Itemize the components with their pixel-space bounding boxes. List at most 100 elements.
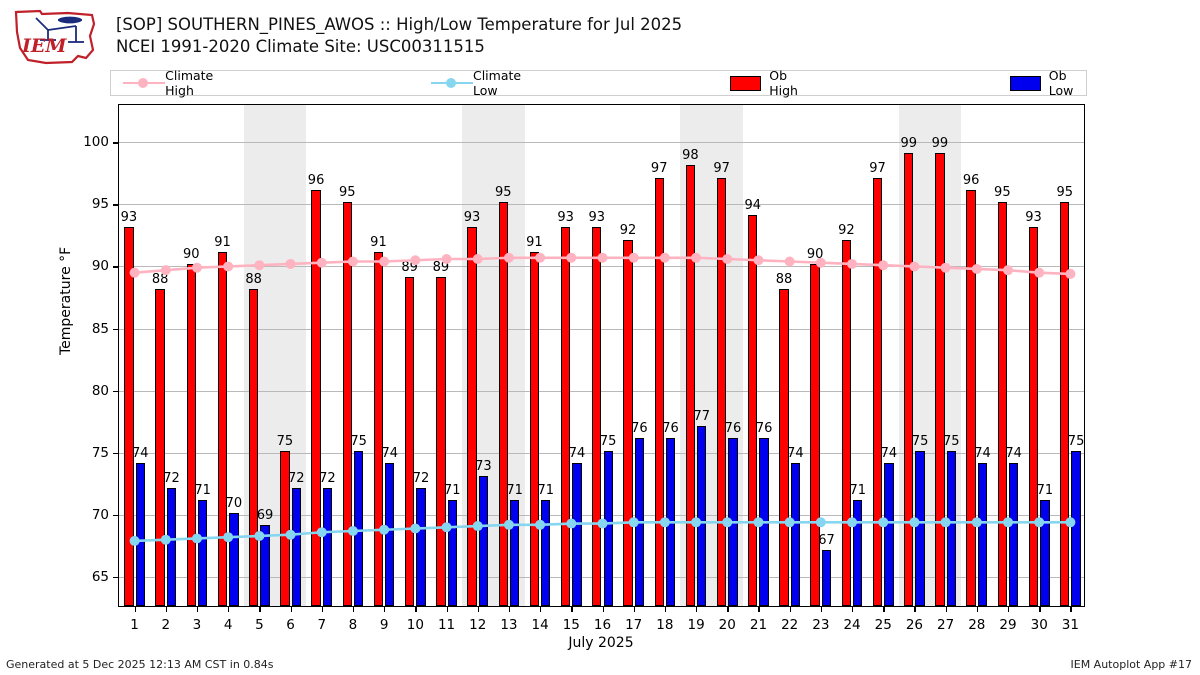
iem-logo[interactable]: IEM [6,6,102,68]
x-axis-tick [633,606,635,612]
bar-ob-low[interactable] [884,463,894,606]
line-marker-icon [191,262,202,273]
bar-ob-low[interactable] [1040,500,1050,606]
bar-ob-high[interactable] [592,227,602,606]
line-marker-icon [597,518,608,529]
x-axis-tick-label: 11 [437,617,456,633]
bar-ob-low[interactable] [291,488,301,606]
x-axis-tick-label: 10 [406,617,424,633]
bar-ob-high[interactable] [155,289,165,606]
bar-ob-low[interactable] [853,500,863,606]
bar-ob-high[interactable] [779,289,789,606]
bar-ob-high[interactable] [124,227,134,606]
bar-ob-low[interactable] [260,525,270,606]
bar-ob-high[interactable] [467,227,477,606]
bar-value-label-low: 72 [287,471,305,486]
bar-ob-low[interactable] [946,450,956,606]
bar-value-label-low: 75 [599,433,617,449]
bar-ob-high[interactable] [1060,202,1070,606]
bar-ob-high[interactable] [872,177,883,606]
bar-ob-high[interactable] [311,189,321,606]
bar-ob-low[interactable] [385,463,395,606]
bar-ob-high[interactable] [373,252,384,606]
x-axis-tick [196,606,199,612]
bar-ob-high[interactable] [966,189,976,606]
line-marker-icon [472,254,483,265]
bar-ob-high[interactable] [186,264,196,606]
bar-ob-high[interactable] [716,177,727,606]
y-gridline [119,390,1084,392]
bar-ob-high[interactable] [810,264,820,606]
line-marker-icon [535,252,546,263]
y-gridline [119,576,1084,578]
bar-ob-high[interactable] [623,239,633,606]
line-marker-icon [909,517,920,528]
bar-ob-low[interactable] [697,425,707,606]
legend-item-climate-high[interactable]: Climate High [123,68,231,98]
legend-item-climate-low[interactable]: Climate Low [430,68,535,98]
bar-ob-low[interactable] [135,463,145,606]
bar-ob-low[interactable] [572,463,582,606]
bar-ob-low[interactable] [977,463,988,606]
bar-ob-low[interactable] [915,450,925,606]
bar-ob-low[interactable] [416,488,426,606]
bar-ob-high[interactable] [560,227,571,606]
y-axis-tick-label: 65 [91,568,109,585]
bar-ob-high[interactable] [654,177,664,606]
line-marker-icon [878,260,889,271]
svg-text:IEM: IEM [21,35,67,57]
chart-title-block: [SOP] SOUTHERN_PINES_AWOS :: High/Low Te… [116,14,682,58]
bar-ob-high[interactable] [280,450,290,606]
bar-value-label-high: 95 [494,185,512,201]
bar-ob-low[interactable] [322,488,333,606]
bar-ob-low[interactable] [166,488,177,606]
bar-ob-high[interactable] [904,152,914,606]
bar-ob-high[interactable] [342,202,352,606]
bar-ob-high[interactable] [436,276,446,606]
bar-ob-high[interactable] [404,276,415,606]
bar-ob-high[interactable] [1028,227,1039,606]
bar-value-label-high: 91 [526,235,543,251]
bar-ob-low[interactable] [1071,450,1081,606]
bar-value-label-low: 76 [755,421,773,437]
bar-value-label-low: 74 [131,446,149,462]
x-axis-tick [914,606,916,612]
line-marker-icon [254,260,265,271]
line-marker-icon [847,517,858,528]
bar-ob-high[interactable] [498,202,508,606]
x-axis-tick-label: 9 [379,617,389,633]
bar-ob-low[interactable] [478,475,489,606]
x-axis-tick [540,606,542,612]
bar-ob-high[interactable] [997,202,1007,606]
bar-ob-high[interactable] [529,252,540,606]
bar-ob-low[interactable] [229,512,239,606]
legend-item-ob-low[interactable]: Ob Low [1009,68,1086,98]
bar-ob-low[interactable] [790,463,800,606]
bar-ob-low[interactable] [509,500,520,606]
bar-value-label-low: 76 [631,421,648,437]
bar-ob-high[interactable] [249,289,259,606]
bar-ob-high[interactable] [685,165,696,606]
bar-ob-high[interactable] [748,214,758,606]
bar-ob-low[interactable] [541,500,551,606]
line-marker-icon [535,519,546,530]
line-marker-icon [691,252,702,263]
legend-item-ob-high[interactable]: Ob High [730,68,810,98]
bar-ob-high[interactable] [217,252,228,606]
bar-ob-low[interactable] [1009,463,1019,606]
bar-ob-high[interactable] [841,239,852,606]
x-axis-tick [571,606,573,612]
bar-ob-high[interactable] [935,152,945,606]
bar-ob-low[interactable] [603,450,613,606]
line-marker-icon [847,258,858,269]
bar-value-label-high: 88 [775,272,793,288]
bar-ob-low[interactable] [447,500,457,606]
bar-ob-low[interactable] [821,550,832,606]
bar-ob-low[interactable] [197,500,208,606]
legend-label: Ob High [769,68,798,98]
bar-value-label-high: 95 [1056,185,1073,201]
x-axis-tick-label: 2 [161,617,171,633]
line-marker-icon [566,518,577,529]
y-axis-tick-label: 95 [91,196,109,213]
bar-value-label-high: 92 [619,222,637,238]
